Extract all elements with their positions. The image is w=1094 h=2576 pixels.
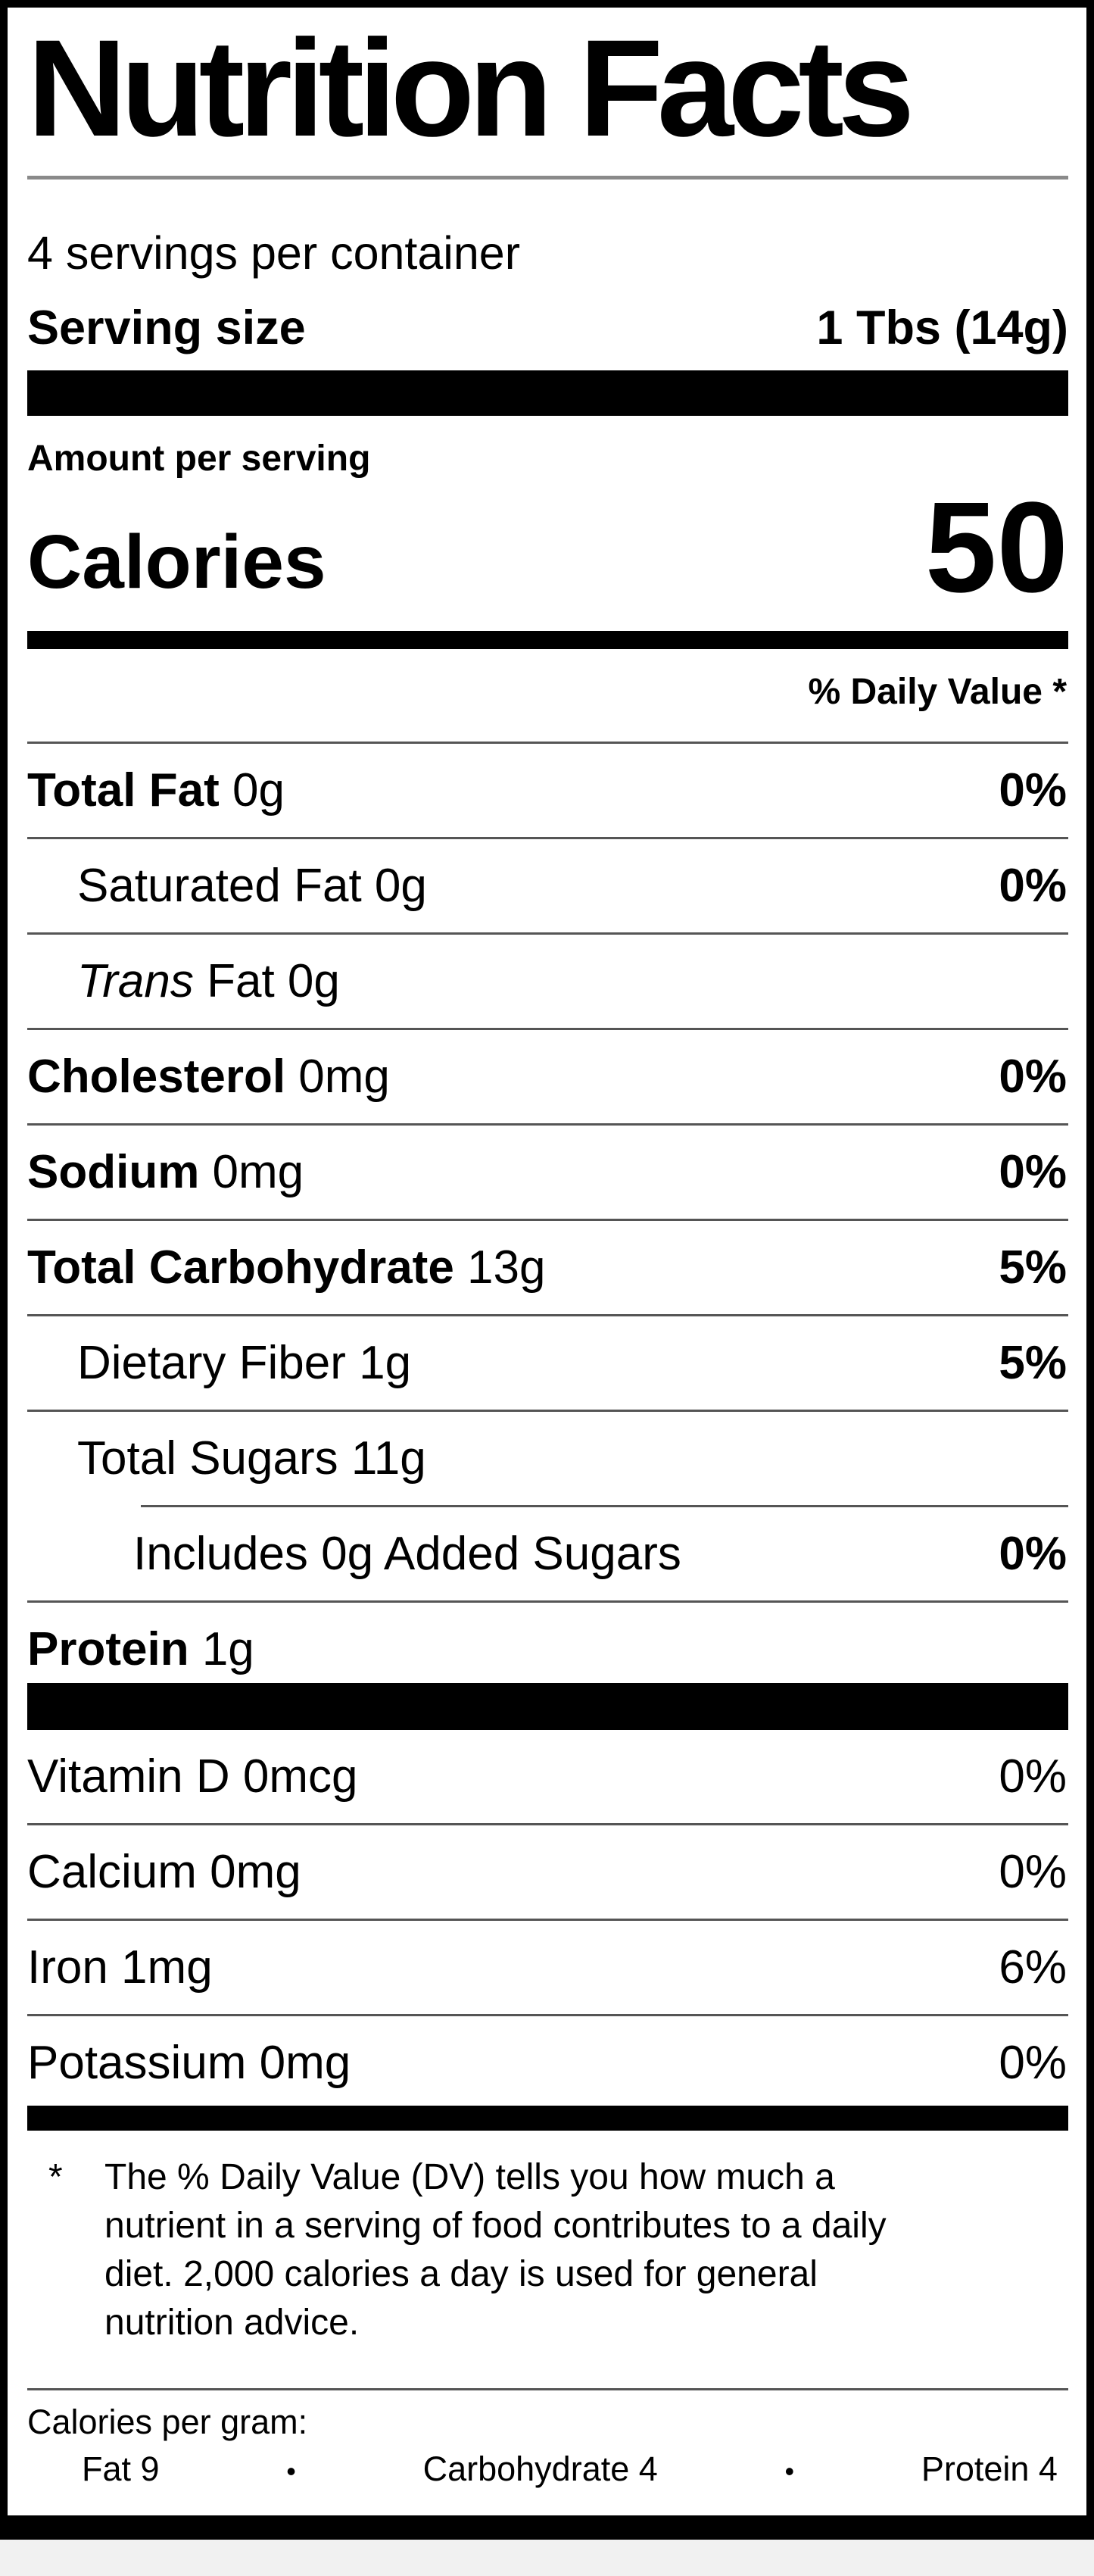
nutrient-name: Cholesterol 0mg <box>27 1050 390 1104</box>
nutrient-lead: Total Carbohydrate <box>27 1241 454 1294</box>
medium-divider-footnote <box>27 2106 1068 2131</box>
nutrient-name: Dietary Fiber 1g <box>27 1336 411 1391</box>
daily-value: 5% <box>999 1337 1067 1389</box>
thick-divider-top <box>27 370 1068 416</box>
amount-per-serving: Amount per serving <box>27 439 371 479</box>
indented-divider <box>141 1505 1068 1507</box>
daily-value: 0% <box>999 1750 1067 1803</box>
daily-value: 6% <box>999 1941 1067 1994</box>
calories-per-gram-protein: Protein 4 <box>921 2450 1058 2488</box>
medium-divider-calories <box>27 631 1068 649</box>
daily-value: 5% <box>999 1241 1067 1294</box>
nutrient-rest: 1g <box>189 1623 254 1675</box>
nutrient-name: Includes 0g Added Sugars <box>27 1527 681 1582</box>
nutrient-row-cholesterol: Cholesterol 0mg 0% <box>27 1030 1068 1126</box>
nutrient-name: Protein 1g <box>27 1622 254 1677</box>
nutrient-rest: Total Sugars 11g <box>77 1432 426 1485</box>
servings-per-container: 4 servings per container <box>27 227 521 279</box>
daily-value: 0% <box>999 1846 1067 1898</box>
footnote-asterisk: * <box>48 2157 63 2197</box>
nutrient-rest: 0mg <box>199 1146 304 1198</box>
daily-value: 0% <box>999 860 1067 912</box>
nutrient-rest: Dietary Fiber 1g <box>77 1337 412 1389</box>
daily-value: 0% <box>999 1528 1067 1580</box>
vitamin-name: Calcium 0mg <box>27 1846 301 1898</box>
nutrient-name: Saturated Fat 0g <box>27 859 427 913</box>
calories-per-gram-carbohydrate: Carbohydrate 4 <box>422 2450 658 2488</box>
nutrient-rest: 0mg <box>285 1051 390 1103</box>
nutrient-row-saturated-fat: Saturated Fat 0g 0% <box>27 839 1068 935</box>
calories-value: 50 <box>924 476 1068 620</box>
calories-per-gram-fat: Fat 9 <box>82 2450 160 2488</box>
vitamin-name: Potassium 0mg <box>27 2037 351 2089</box>
daily-value: 0% <box>999 1051 1067 1103</box>
nutrient-lead: Total Fat <box>27 764 220 817</box>
calories-row: Calories 50 <box>27 476 1068 620</box>
nutrient-lead: Cholesterol <box>27 1051 286 1103</box>
nutrient-name: Total Sugars 11g <box>27 1432 426 1486</box>
nutrient-row-total-sugars: Total Sugars 11g <box>27 1412 1068 1505</box>
serving-size-value: 1 Tbs (14g) <box>816 301 1068 354</box>
vitamin-row-calcium: Calcium 0mg 0% <box>27 1825 1068 1921</box>
nutrient-rest: 0g <box>219 764 285 817</box>
nutrient-lead: Trans <box>77 955 194 1007</box>
nutrient-name: Sodium 0mg <box>27 1145 304 1200</box>
serving-size-label: Serving size <box>27 301 306 354</box>
label-content: Nutrition Facts 4 servings per container… <box>8 8 1086 2515</box>
nutrient-row-trans-fat: Trans Fat 0g <box>27 935 1068 1030</box>
serving-size-row: Serving size 1 Tbs (14g) <box>27 299 1068 357</box>
daily-value: 0% <box>999 2037 1067 2089</box>
vitamin-row-iron: Iron 1mg 6% <box>27 1921 1068 2016</box>
nutrient-row-total-fat: Total Fat 0g 0% <box>27 744 1068 839</box>
calories-label: Calories <box>27 520 326 604</box>
nutrient-rest: Fat 0g <box>193 955 340 1007</box>
nutrient-rest: 13g <box>453 1241 546 1294</box>
daily-value-header: % Daily Value * <box>27 649 1068 744</box>
nutrient-name: Total Fat 0g <box>27 763 285 818</box>
nutrient-row-dietary-fiber: Dietary Fiber 1g 5% <box>27 1316 1068 1412</box>
label-title: Nutrition Facts <box>27 11 915 165</box>
calories-per-gram-label: Calories per gram: <box>27 2403 308 2441</box>
footnote-text: The % Daily Value (DV) tells you how muc… <box>104 2157 887 2343</box>
vitamin-row-potassium: Potassium 0mg 0% <box>27 2016 1068 2106</box>
daily-value: 0% <box>999 764 1067 817</box>
nutrient-name: Total Carbohydrate 13g <box>27 1241 545 1295</box>
bullet-separator: • <box>784 2456 795 2487</box>
bullet-separator: • <box>286 2456 296 2487</box>
nutrient-name: Trans Fat 0g <box>27 954 340 1009</box>
vitamin-name: Iron 1mg <box>27 1941 213 1994</box>
nutrient-lead: Sodium <box>27 1146 200 1198</box>
nutrient-rest: Includes 0g Added Sugars <box>133 1528 681 1580</box>
nutrient-rest: Saturated Fat 0g <box>77 860 427 912</box>
vitamin-name: Vitamin D 0mcg <box>27 1750 358 1803</box>
daily-value-footnote: * The % Daily Value (DV) tells you how m… <box>27 2131 1068 2390</box>
nutrient-row-total-carbohydrate: Total Carbohydrate 13g 5% <box>27 1221 1068 1316</box>
daily-value: 0% <box>999 1146 1067 1198</box>
nutrient-row-protein: Protein 1g <box>27 1603 1068 1683</box>
thick-divider-protein <box>27 1683 1068 1730</box>
vitamin-row-vitamin-d: Vitamin D 0mcg 0% <box>27 1730 1068 1825</box>
nutrient-row-sodium: Sodium 0mg 0% <box>27 1126 1068 1221</box>
nutrient-lead: Protein <box>27 1623 189 1675</box>
divider-under-title <box>27 176 1068 180</box>
nutrient-row-added-sugars: Includes 0g Added Sugars 0% <box>27 1507 1068 1603</box>
calories-per-gram-items: Fat 9 • Carbohydrate 4 • Protein 4 <box>27 2448 1068 2493</box>
